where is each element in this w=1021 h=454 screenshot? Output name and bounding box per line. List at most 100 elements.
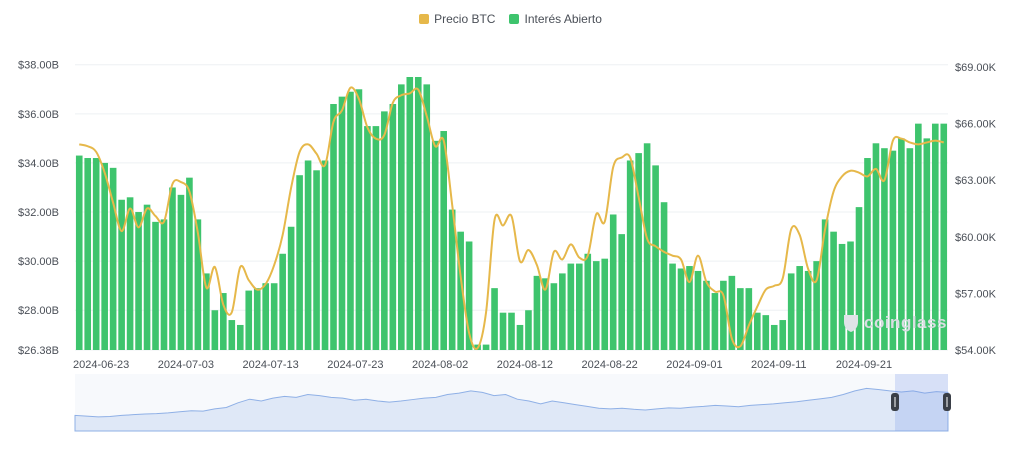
open-interest-bar[interactable] xyxy=(584,253,592,350)
open-interest-bar[interactable] xyxy=(228,320,236,350)
open-interest-bar[interactable] xyxy=(787,273,795,350)
open-interest-bar[interactable] xyxy=(737,288,744,350)
open-interest-bar[interactable] xyxy=(576,263,583,350)
open-interest-bar[interactable] xyxy=(448,209,456,350)
open-interest-bar[interactable] xyxy=(431,140,439,350)
open-interest-bar[interactable] xyxy=(745,288,753,350)
open-interest-bar[interactable] xyxy=(364,126,371,351)
open-interest-bar[interactable] xyxy=(253,288,261,350)
open-interest-bar[interactable] xyxy=(313,170,320,350)
open-interest-bar[interactable] xyxy=(135,212,142,350)
open-interest-bar[interactable] xyxy=(652,165,659,350)
open-interest-bar[interactable] xyxy=(838,243,846,350)
open-interest-bar[interactable] xyxy=(940,123,948,351)
open-interest-bar[interactable] xyxy=(567,263,575,350)
open-interest-bar[interactable] xyxy=(720,280,727,350)
open-interest-bar[interactable] xyxy=(126,197,134,350)
open-interest-bar[interactable] xyxy=(143,204,151,350)
open-interest-bar[interactable] xyxy=(660,202,668,350)
open-interest-bar[interactable] xyxy=(499,312,507,350)
open-interest-bar[interactable] xyxy=(804,270,812,350)
open-interest-bar[interactable] xyxy=(872,143,880,350)
open-interest-bar[interactable] xyxy=(796,266,803,350)
open-interest-bar[interactable] xyxy=(906,148,914,350)
open-interest-bar[interactable] xyxy=(855,207,863,350)
open-interest-bar[interactable] xyxy=(508,312,515,350)
open-interest-bar[interactable] xyxy=(160,219,168,350)
open-interest-bar[interactable] xyxy=(889,150,897,350)
open-interest-bar[interactable] xyxy=(92,158,100,350)
open-interest-bar[interactable] xyxy=(457,231,464,350)
open-interest-bar[interactable] xyxy=(635,153,642,350)
open-interest-bar[interactable] xyxy=(270,283,278,350)
open-interest-bar[interactable] xyxy=(381,111,388,351)
open-interest-bar[interactable] xyxy=(321,160,329,350)
open-interest-bar[interactable] xyxy=(559,273,566,350)
open-interest-bar[interactable] xyxy=(626,160,634,350)
open-interest-bar[interactable] xyxy=(711,293,719,350)
open-interest-bar[interactable] xyxy=(296,175,303,350)
open-interest-bar[interactable] xyxy=(287,226,295,350)
open-interest-bar[interactable] xyxy=(330,104,337,350)
open-interest-bar[interactable] xyxy=(762,315,770,350)
open-interest-bar[interactable] xyxy=(101,162,108,350)
open-interest-bar[interactable] xyxy=(694,270,702,350)
open-interest-bar[interactable] xyxy=(542,278,549,350)
open-interest-bar[interactable] xyxy=(592,261,600,350)
open-interest-bar[interactable] xyxy=(406,77,414,350)
open-interest-bar[interactable] xyxy=(703,280,710,350)
open-interest-bar[interactable] xyxy=(609,214,617,350)
open-interest-bar[interactable] xyxy=(931,123,939,351)
open-interest-bar[interactable] xyxy=(533,275,541,350)
navigator-selection[interactable] xyxy=(895,374,948,431)
open-interest-bar[interactable] xyxy=(211,310,219,350)
open-interest-bar[interactable] xyxy=(152,221,159,350)
open-interest-bar[interactable] xyxy=(177,194,185,350)
open-interest-bar[interactable] xyxy=(491,288,498,350)
open-interest-bar[interactable] xyxy=(398,84,405,351)
open-interest-bar[interactable] xyxy=(109,167,117,350)
open-interest-bar[interactable] xyxy=(821,219,829,350)
open-interest-bar[interactable] xyxy=(186,177,193,350)
open-interest-bar[interactable] xyxy=(770,324,778,350)
open-interest-bar[interactable] xyxy=(618,234,625,350)
open-interest-bar[interactable] xyxy=(118,199,125,350)
open-interest-bar[interactable] xyxy=(465,241,473,350)
open-interest-bar[interactable] xyxy=(245,290,253,350)
open-interest-bar[interactable] xyxy=(355,89,363,350)
legend-item-precio-btc[interactable]: Precio BTC xyxy=(419,12,495,26)
open-interest-bar[interactable] xyxy=(279,253,286,350)
open-interest-bar[interactable] xyxy=(898,138,905,350)
open-interest-bar[interactable] xyxy=(372,126,380,351)
open-interest-bar[interactable] xyxy=(686,266,693,350)
open-interest-bar[interactable] xyxy=(194,219,202,350)
open-interest-bar[interactable] xyxy=(669,263,676,350)
open-interest-bar[interactable] xyxy=(753,312,761,350)
open-interest-bar[interactable] xyxy=(847,241,854,350)
open-interest-bar[interactable] xyxy=(262,283,270,350)
open-interest-bar[interactable] xyxy=(813,261,820,350)
open-interest-bar[interactable] xyxy=(643,143,651,350)
open-interest-bar[interactable] xyxy=(347,91,354,350)
open-interest-bar[interactable] xyxy=(525,310,532,350)
open-interest-bar[interactable] xyxy=(75,155,83,350)
open-interest-bar[interactable] xyxy=(864,158,871,350)
navigator-right-handle[interactable] xyxy=(943,393,951,411)
open-interest-bar[interactable] xyxy=(236,324,244,350)
navigator-left-handle[interactable] xyxy=(891,393,899,411)
open-interest-bar[interactable] xyxy=(203,273,210,350)
open-interest-bar[interactable] xyxy=(169,187,176,350)
legend-item-interes-abierto[interactable]: Interés Abierto xyxy=(509,12,602,26)
open-interest-bar[interactable] xyxy=(779,320,787,350)
open-interest-bar[interactable] xyxy=(338,96,346,351)
open-interest-bar[interactable] xyxy=(601,258,609,350)
open-interest-bar[interactable] xyxy=(304,160,312,350)
open-interest-bar[interactable] xyxy=(220,293,227,350)
open-interest-bar[interactable] xyxy=(482,344,490,350)
open-interest-bar[interactable] xyxy=(84,158,92,350)
open-interest-bar[interactable] xyxy=(414,77,422,350)
open-interest-bar[interactable] xyxy=(423,84,431,351)
open-interest-bar[interactable] xyxy=(389,104,397,350)
open-interest-bar[interactable] xyxy=(677,268,685,350)
open-interest-bar[interactable] xyxy=(923,138,931,350)
